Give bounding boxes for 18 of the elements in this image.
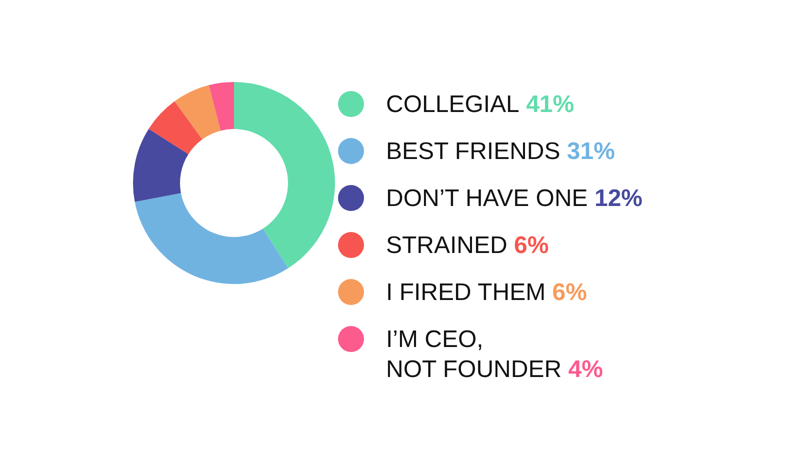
donut-slice xyxy=(148,101,202,154)
data-label: 12% xyxy=(593,185,643,212)
legend-label: COLLEGIAL xyxy=(386,91,520,118)
legend-label: BEST FRIENDS xyxy=(386,138,560,165)
legend-label: STRAINED xyxy=(386,232,508,259)
data-label: 6% xyxy=(513,232,549,259)
legend-label: I’M CEO, NOT FOUNDER xyxy=(386,326,562,383)
data-label: 4% xyxy=(567,356,603,383)
donut-slice xyxy=(208,82,234,131)
legend-label: I FIRED THEM xyxy=(386,279,546,306)
legend-label: DON’T HAVE ONE xyxy=(386,185,588,212)
donut-slice xyxy=(134,193,288,284)
data-label: 6% xyxy=(551,279,587,306)
data-label: 31% xyxy=(566,138,615,165)
donut-slice xyxy=(234,82,335,268)
data-label: 41% xyxy=(525,91,574,118)
donut-slice xyxy=(133,128,188,202)
donut-slice xyxy=(174,85,221,140)
